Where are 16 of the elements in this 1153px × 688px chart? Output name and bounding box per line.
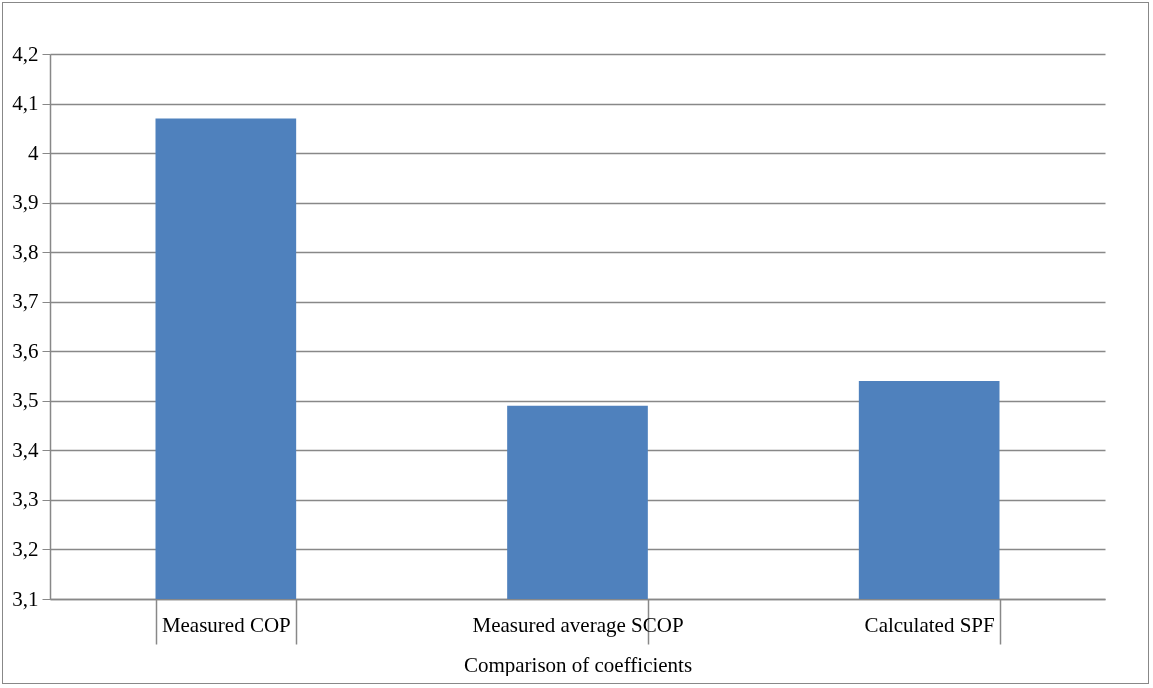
x-tick-label: Measured COP: [161, 612, 291, 637]
x-tick-label: Calculated SPF: [864, 612, 995, 637]
y-tick-label: 3,1: [12, 586, 39, 611]
x-axis-title: Comparison of coefficients: [463, 653, 693, 678]
y-tick-label: 3,5: [12, 388, 39, 413]
y-tick-label: 3,3: [12, 487, 39, 512]
y-tick-label: 3,9: [12, 190, 39, 215]
y-tick-label: 4,2: [12, 41, 39, 66]
y-tick-label: 3,8: [12, 239, 39, 264]
y-tick-label: 4: [28, 140, 39, 165]
y-tick-label: 4,1: [12, 91, 39, 116]
y-tick-label: 3,4: [12, 437, 39, 462]
y-tick-label: 3,6: [12, 338, 39, 363]
x-tick-label: Measured average SCOP: [472, 612, 684, 637]
y-tick-label: 3,7: [12, 289, 39, 314]
y-tick-label: 3,2: [12, 536, 39, 561]
